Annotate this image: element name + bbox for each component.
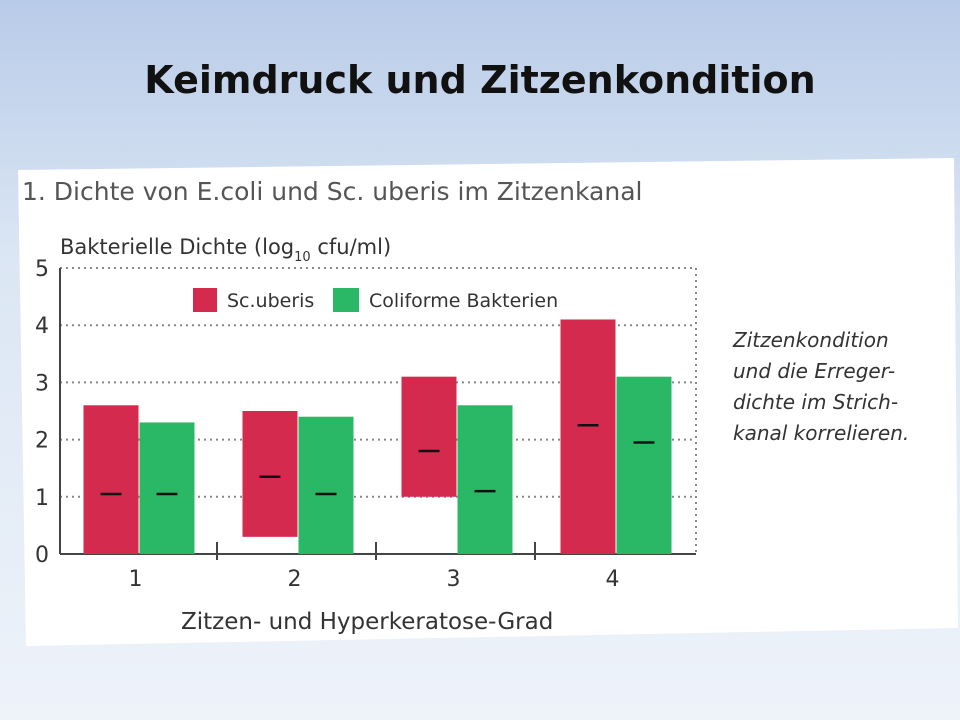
bar-sc-uberis <box>83 405 139 554</box>
medians-layer <box>100 424 655 496</box>
x-tick-label: 4 <box>606 567 620 592</box>
x-tick-label: 3 <box>447 567 461 592</box>
bar-coliforme <box>298 416 354 554</box>
figure-heading: 1. Dichte von E.coli und Sc. uberis im Z… <box>22 177 642 206</box>
bars-layer <box>83 319 672 554</box>
x-axis-label: Zitzen- und Hyperkeratose-Grad <box>181 609 553 635</box>
x-tick-label: 1 <box>129 567 143 592</box>
side-note-line: dichte im Strich- <box>733 390 899 414</box>
slide-title: Keimdruck und Zitzenkondition <box>144 58 816 102</box>
bar-coliforme <box>139 422 195 554</box>
figure-panel: 1. Dichte von E.coli und Sc. uberis im Z… <box>18 158 958 646</box>
y-tick-label: 1 <box>35 486 49 511</box>
legend: Sc.uberis Coliforme Bakterien <box>193 288 558 312</box>
y-tick-label: 5 <box>35 257 49 282</box>
legend-swatch-sc-uberis <box>193 288 217 312</box>
bar-sc-uberis <box>401 376 457 497</box>
side-note-line: kanal korrelieren. <box>733 421 910 445</box>
side-note: Zitzenkondition und die Erreger- dichte … <box>733 325 953 449</box>
bar-sc-uberis <box>560 319 616 554</box>
bar-sc-uberis <box>242 411 298 537</box>
y-axis-label-sub: 10 <box>294 250 311 265</box>
y-axis-label-rest: cfu/ml) <box>311 235 391 259</box>
y-tick-label: 4 <box>35 314 49 339</box>
y-tick-label: 2 <box>35 429 49 454</box>
legend-label-sc-uberis: Sc.uberis <box>227 290 314 312</box>
y-tick-label: 3 <box>35 371 49 396</box>
side-note-line: Zitzenkondition <box>733 328 889 352</box>
tick-labels: 0 1 2 3 4 5 1 2 3 4 <box>35 257 620 592</box>
chart-svg: 1. Dichte von E.coli und Sc. uberis im Z… <box>18 158 958 646</box>
y-axis-label-main: Bakterielle Dichte (log <box>60 235 294 259</box>
y-tick-label: 0 <box>35 543 49 568</box>
legend-label-coliforme: Coliforme Bakterien <box>369 290 558 312</box>
x-tick-label: 2 <box>288 567 302 592</box>
y-axis-label: Bakterielle Dichte (log10 cfu/ml) <box>60 235 391 265</box>
bar-coliforme <box>457 405 513 554</box>
bar-coliforme <box>616 376 672 554</box>
side-note-line: und die Erreger- <box>733 359 896 383</box>
legend-swatch-coliforme <box>333 288 359 312</box>
